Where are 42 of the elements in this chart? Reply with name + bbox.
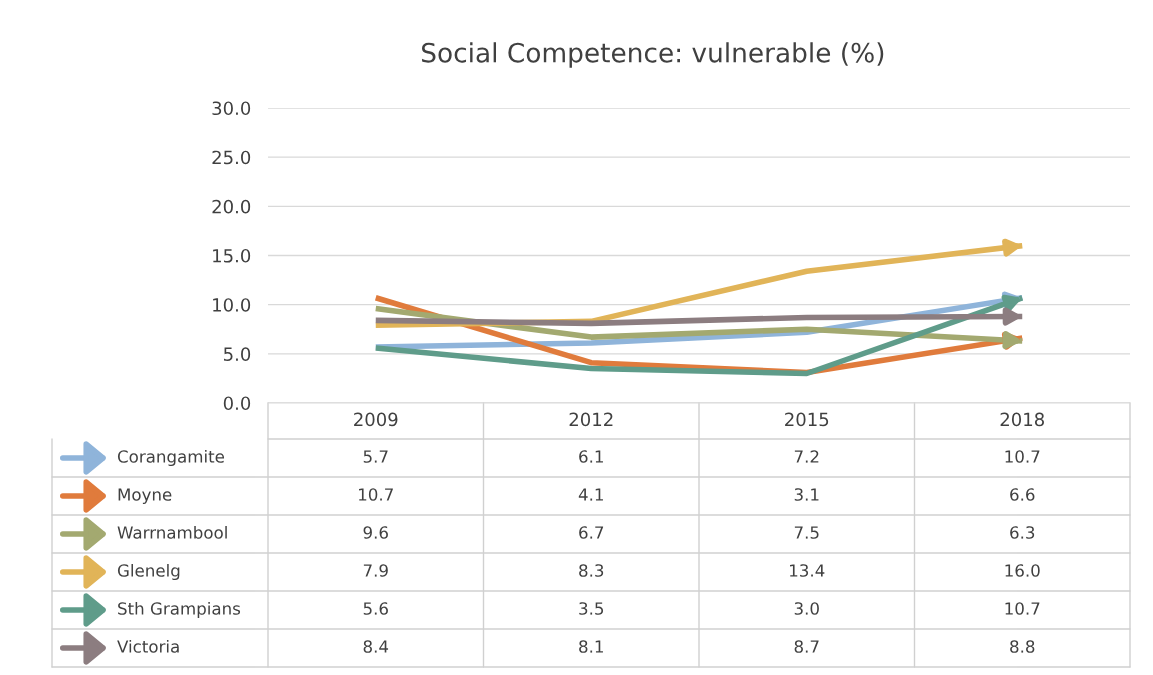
data-label: 10.7 (1005, 450, 1040, 463)
data-label: 5.7 (363, 450, 388, 463)
data-label: 3.0 (794, 602, 819, 615)
x-tick-label: 2018 (1000, 412, 1044, 427)
data-label: 6.6 (1010, 488, 1035, 501)
chart-title: Social Competence: vulnerable (%) (421, 42, 884, 68)
data-label: 6.3 (1010, 526, 1035, 539)
legend-label: Corangamite (117, 449, 225, 467)
legend-label: Moyne (118, 488, 172, 505)
x-tick-label: 2009 (354, 412, 398, 427)
x-tick-label: 2012 (569, 412, 613, 427)
legend-label: Glenelg (117, 563, 180, 581)
data-label: 10.7 (359, 488, 393, 501)
data-label: 3.1 (794, 488, 819, 501)
data-label: 8.4 (363, 640, 389, 653)
data-label: 6.1 (579, 450, 603, 463)
x-tick-label: 2015 (785, 412, 829, 427)
legend-label: Victoria (117, 639, 179, 653)
data-label: 4.1 (578, 488, 603, 501)
y-tick-label: 30.0 (212, 101, 251, 116)
y-tick-label: 0.0 (223, 396, 251, 411)
data-label: 6.7 (579, 526, 604, 539)
y-tick-label: 25.0 (212, 150, 251, 165)
data-label: 8.7 (794, 640, 819, 653)
data-label: 8.3 (579, 564, 604, 577)
legend-label: Warrnambool (117, 525, 227, 539)
data-label: 8.8 (1010, 640, 1035, 653)
y-tick-label: 5.0 (224, 347, 251, 361)
y-tick-label: 10.0 (213, 298, 251, 312)
data-label: 5.6 (363, 602, 388, 615)
y-tick-label: 15.0 (213, 248, 251, 263)
data-label: 16.0 (1005, 564, 1040, 577)
data-label: 7.9 (363, 564, 388, 577)
data-label: 13.4 (790, 564, 825, 577)
legend-label: Sth Grampians (118, 601, 241, 619)
data-label: 7.5 (794, 526, 819, 539)
data-label: 3.5 (579, 602, 604, 615)
data-label: 10.7 (1005, 602, 1040, 615)
data-label: 7.2 (794, 450, 819, 463)
data-label: 8.1 (579, 640, 603, 653)
y-tick-label: 20.0 (212, 199, 251, 214)
data-label: 9.6 (363, 526, 388, 539)
